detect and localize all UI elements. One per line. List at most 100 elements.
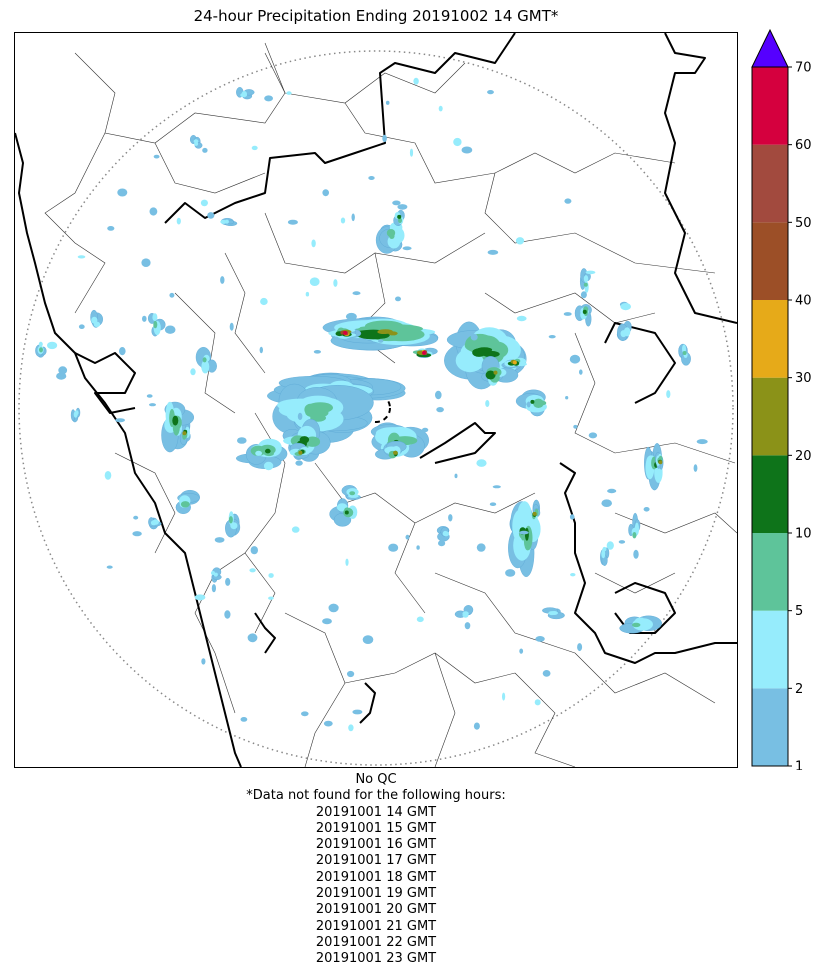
missing-hour: 20191001 16 GMT [315, 837, 437, 853]
precip-speck [207, 212, 215, 219]
precip-speck [328, 603, 339, 613]
qc-note: No QC [355, 772, 397, 787]
precip-speck [453, 137, 462, 147]
precip-cell [38, 341, 43, 347]
precip-cell [524, 527, 529, 541]
precip-cell [397, 214, 402, 219]
precip-speck [237, 437, 247, 444]
precip-speck [107, 226, 115, 231]
precip-speck [149, 207, 158, 216]
precip-cell [344, 510, 349, 515]
precip-cell [583, 275, 589, 283]
precip-cell [462, 612, 469, 618]
precip-cell [532, 511, 537, 516]
precip-cell [172, 415, 179, 426]
precip-speck [564, 198, 572, 204]
precip-speck [345, 558, 349, 566]
precip-speck [351, 213, 355, 222]
precip-speck [618, 540, 626, 544]
colorbar-tick-label: 1 [795, 760, 803, 771]
precip-cell [442, 530, 448, 536]
precip-cell [39, 347, 43, 353]
precip-cell [533, 398, 544, 408]
precip-speck [169, 292, 175, 298]
precip-speck [164, 325, 176, 334]
precip-cell [194, 141, 199, 146]
precip-speck [395, 296, 401, 302]
district-boundaries [44, 42, 737, 767]
colorbar-tick-label: 40 [795, 294, 812, 309]
precip-speck [421, 427, 429, 433]
missing-hour: 20191001 22 GMT [315, 934, 437, 950]
precip-speck [211, 584, 216, 593]
precip-speck [470, 333, 478, 341]
precip-speck [585, 270, 596, 275]
precip-speck [388, 543, 399, 552]
precip-speck [464, 622, 471, 630]
precip-cell [632, 622, 641, 628]
colorbar-tick-label: 70 [795, 61, 812, 76]
precip-speck [106, 565, 113, 569]
precip-speck [297, 412, 303, 420]
precip-speck [448, 514, 453, 522]
precip-speck [461, 146, 473, 154]
missing-hour: 20191001 20 GMT [315, 902, 437, 918]
colorbar-tick-label: 30 [795, 371, 812, 386]
missing-hour: 20191001 19 GMT [315, 886, 437, 902]
precip-speck [149, 403, 156, 407]
precip-speck [115, 418, 125, 423]
precip-speck [519, 530, 529, 535]
precip-speck [247, 633, 258, 643]
precip-speck [519, 648, 524, 654]
precip-cell [349, 491, 356, 496]
precip-cell [307, 403, 319, 411]
colorbar-segment [752, 455, 788, 533]
precip-cell [153, 320, 158, 329]
precip-speck [485, 400, 490, 407]
precip-speck [435, 390, 442, 400]
colorbar-outline [751, 66, 789, 767]
precip-speck [77, 255, 86, 259]
precip-speck [263, 461, 274, 471]
precip-cell [601, 549, 606, 559]
precip-speck [259, 346, 263, 354]
precip-cell [632, 532, 637, 539]
colorbar: 1 2 5 10 20 30 40 50 60 70 [751, 28, 812, 771]
precip-speck [301, 711, 309, 717]
precip-speck [264, 95, 273, 102]
precip-speck [345, 312, 357, 321]
colorbar-tick-label: 20 [795, 449, 812, 464]
precip-speck [268, 596, 274, 600]
missing-hour: 20191001 17 GMT [315, 853, 437, 869]
precip-cell [93, 321, 101, 327]
precip-speck [620, 303, 631, 311]
precip-speck [194, 594, 206, 601]
precip-cell [530, 399, 535, 404]
precip-speck [133, 515, 139, 520]
colorbar-segment [752, 533, 788, 611]
precip-speck [548, 335, 556, 339]
precip-cell [265, 448, 271, 454]
precip-speck [295, 460, 303, 466]
precip-cell [201, 360, 210, 374]
precip-speck [693, 464, 698, 472]
precip-speck [47, 341, 58, 350]
precip-speck [202, 147, 208, 153]
precip-cell [548, 611, 556, 616]
colorbar-segment [752, 144, 788, 223]
precip-speck [438, 540, 446, 547]
precip-cell [493, 370, 498, 375]
precip-speck [117, 188, 128, 197]
precip-speck [489, 502, 497, 507]
precip-cell [377, 329, 393, 334]
precip-cell [386, 229, 396, 237]
precip-cell [343, 330, 348, 335]
precip-speck [287, 219, 298, 225]
precip-speck [224, 610, 231, 619]
precip-cell [512, 360, 517, 365]
precip-speck [58, 366, 68, 375]
precip-cell [230, 522, 238, 530]
missing-hour: 20191001 14 GMT [315, 804, 437, 820]
precip-cell [74, 410, 79, 416]
precip-speck [362, 635, 374, 644]
